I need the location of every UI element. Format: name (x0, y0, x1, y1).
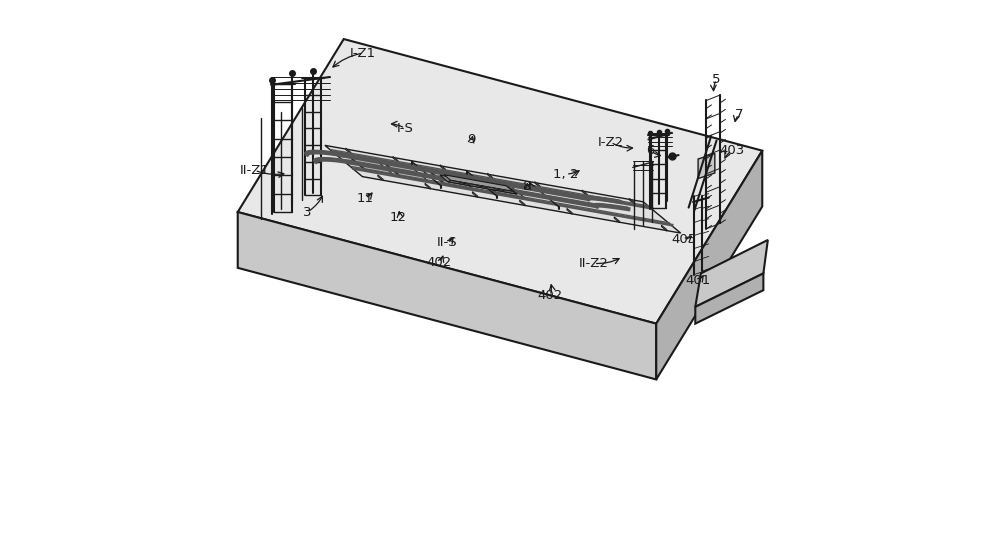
Polygon shape (472, 191, 478, 198)
Text: 6: 6 (646, 144, 655, 157)
Polygon shape (238, 212, 656, 379)
Polygon shape (385, 165, 428, 182)
Polygon shape (425, 183, 430, 189)
Polygon shape (695, 240, 768, 307)
Text: 403: 403 (719, 144, 744, 157)
Polygon shape (366, 170, 393, 176)
Text: 405: 405 (672, 233, 697, 247)
Polygon shape (520, 200, 525, 206)
Text: 11: 11 (356, 191, 373, 205)
Text: 1, 2: 1, 2 (553, 167, 579, 181)
Polygon shape (488, 173, 493, 179)
Text: II-S: II-S (437, 236, 457, 249)
Polygon shape (567, 208, 572, 214)
Polygon shape (698, 153, 715, 179)
Polygon shape (482, 181, 525, 198)
Text: I-S: I-S (397, 122, 414, 135)
Text: II-Z1: II-Z1 (240, 163, 269, 177)
Polygon shape (430, 172, 473, 190)
Polygon shape (629, 198, 635, 204)
Text: 5: 5 (712, 73, 721, 86)
Polygon shape (440, 165, 446, 171)
Text: 12: 12 (390, 211, 407, 224)
Polygon shape (695, 273, 763, 324)
Polygon shape (385, 163, 428, 181)
Polygon shape (494, 188, 504, 191)
Polygon shape (378, 175, 383, 181)
Polygon shape (535, 181, 540, 187)
Polygon shape (497, 193, 525, 199)
Text: 8: 8 (523, 180, 531, 194)
Polygon shape (661, 225, 667, 231)
Text: I-Z2: I-Z2 (597, 136, 624, 149)
Text: I-Z1: I-Z1 (350, 46, 376, 60)
Text: II-Z2: II-Z2 (579, 257, 609, 270)
Text: 402: 402 (538, 289, 563, 302)
Polygon shape (393, 156, 398, 162)
Polygon shape (238, 39, 762, 324)
Text: 401: 401 (685, 273, 711, 287)
Polygon shape (445, 184, 473, 190)
Polygon shape (444, 175, 513, 191)
Text: 7: 7 (735, 108, 743, 121)
Text: 402: 402 (426, 256, 451, 269)
Polygon shape (351, 158, 393, 176)
Polygon shape (430, 171, 473, 189)
Polygon shape (482, 182, 525, 199)
Text: 3: 3 (303, 205, 312, 219)
Text: 9: 9 (467, 133, 475, 146)
Polygon shape (400, 176, 428, 182)
Polygon shape (656, 151, 762, 379)
Polygon shape (582, 190, 587, 196)
Polygon shape (440, 175, 517, 194)
Polygon shape (477, 185, 487, 188)
Polygon shape (614, 217, 620, 223)
Polygon shape (346, 148, 351, 154)
Polygon shape (325, 145, 681, 233)
Polygon shape (351, 157, 393, 175)
Polygon shape (459, 182, 470, 185)
Polygon shape (448, 180, 517, 194)
